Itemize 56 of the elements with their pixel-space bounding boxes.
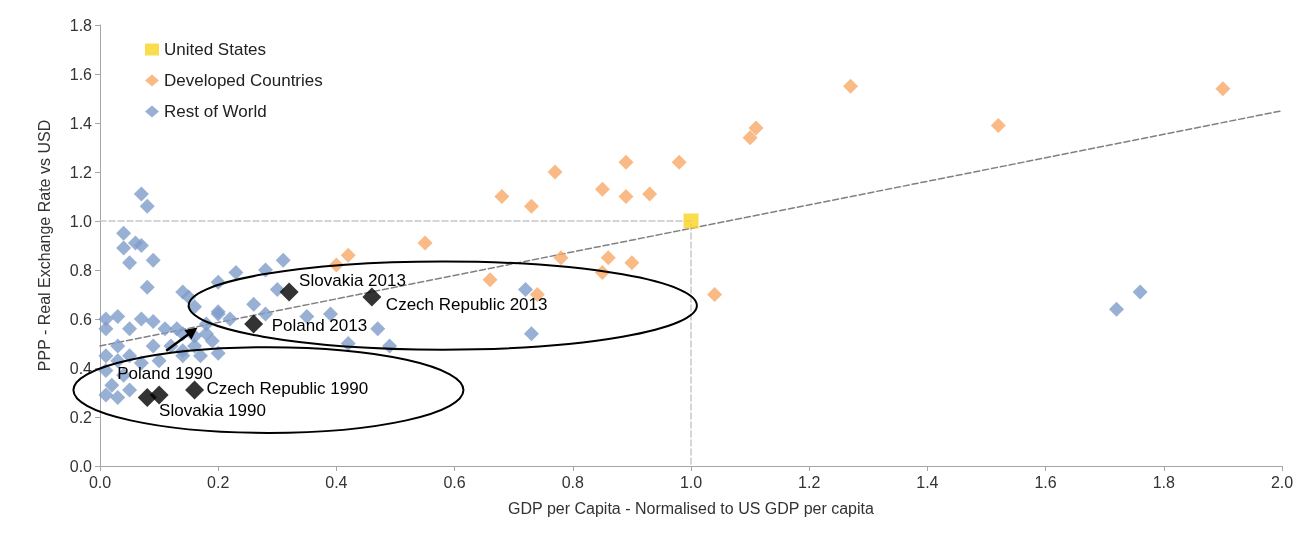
y-tick-label: 1.4	[69, 114, 93, 132]
point	[1215, 81, 1231, 97]
point	[843, 78, 859, 94]
y-tick-label: 0.0	[69, 457, 93, 475]
point	[340, 247, 356, 263]
annotation: Slovakia 1990	[159, 401, 266, 421]
y-tick-label: 1.0	[69, 212, 93, 230]
point	[618, 154, 634, 170]
y-tick-label: 0.6	[69, 310, 93, 328]
point	[618, 189, 634, 204]
point	[149, 385, 169, 405]
point	[624, 255, 640, 271]
x-axis-title: GDP per Capita - Normalised to US GDP per capita	[508, 499, 874, 517]
point	[683, 213, 699, 229]
point	[642, 186, 658, 202]
point	[594, 181, 610, 197]
point	[990, 117, 1006, 133]
annotation: Poland 2013	[271, 316, 368, 336]
y-tick-label: 1.6	[69, 65, 93, 83]
point	[279, 282, 299, 302]
point	[742, 130, 758, 146]
point	[523, 198, 539, 214]
point	[244, 314, 264, 334]
legend-label: Developed Countries	[164, 71, 323, 90]
y-tick-label: 1.8	[69, 16, 93, 34]
x-tick-label: 2.0	[1270, 473, 1294, 491]
point	[707, 287, 723, 302]
legend-label: United States	[164, 40, 267, 59]
legend-label: Rest of World	[164, 102, 267, 121]
x-tick-label: 0.0	[88, 473, 112, 491]
x-tick-label: 1.4	[916, 473, 939, 491]
x-tick-label: 0.2	[207, 473, 230, 491]
point	[482, 272, 498, 288]
x-tick-label: 1.0	[679, 473, 703, 491]
point	[185, 380, 205, 400]
point	[547, 164, 563, 180]
point	[600, 250, 616, 266]
y-tick-label: 1.2	[69, 163, 93, 181]
x-tick-label: 1.8	[1152, 473, 1176, 491]
point	[553, 250, 569, 266]
point	[494, 189, 510, 204]
y-tick-label: 0.8	[69, 261, 93, 279]
x-tick-label: 0.4	[325, 473, 348, 491]
y-tick-label: 0.2	[69, 408, 93, 426]
x-tick-label: 1.6	[1034, 473, 1057, 491]
x-tick-label: 0.8	[561, 473, 585, 491]
point	[748, 120, 764, 136]
point	[362, 287, 382, 307]
y-tick-label: 0.4	[69, 359, 93, 377]
x-tick-label: 0.6	[443, 473, 466, 491]
x-tick-label: 1.2	[798, 473, 821, 491]
annotation: Slovakia 2013	[299, 270, 406, 290]
point	[671, 154, 687, 170]
y-axis-title: PPP - Real Exchange Rate vs USD	[35, 119, 53, 372]
point	[417, 235, 433, 251]
annotation: Czech Republic 2013	[385, 295, 548, 315]
